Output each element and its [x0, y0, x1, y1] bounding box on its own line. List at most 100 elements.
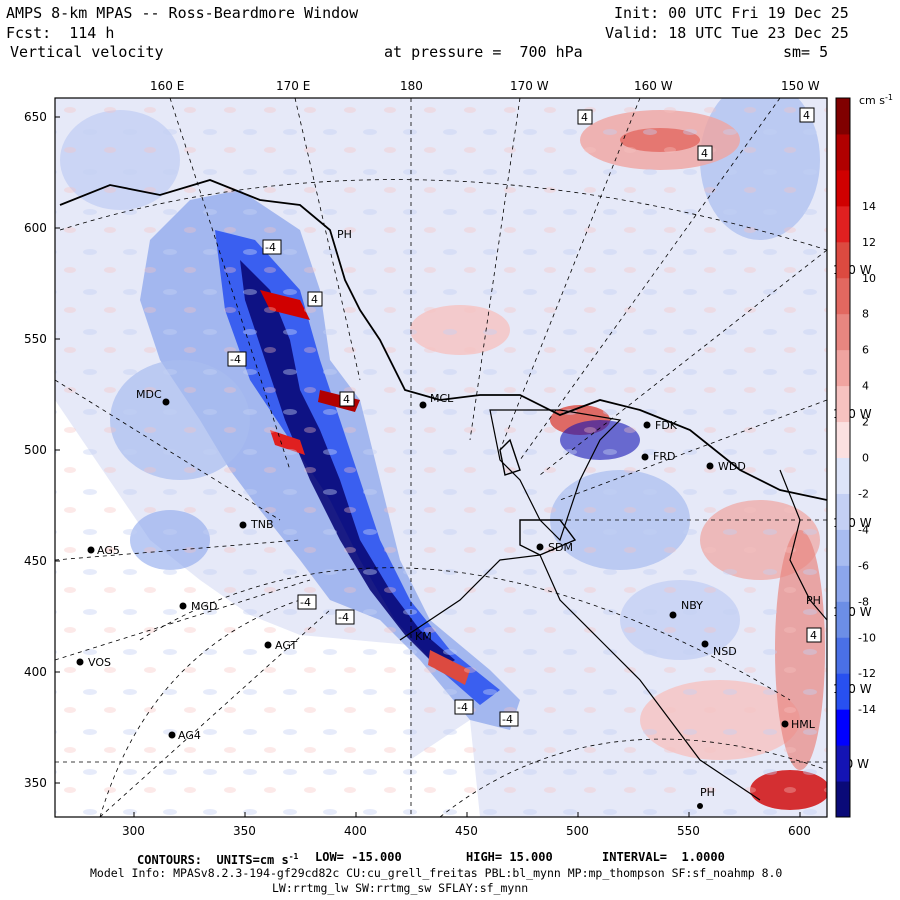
colorbar-label: -2 [858, 487, 869, 500]
field-name: Vertical velocity [10, 43, 164, 61]
lon-label-top: 170 W [510, 79, 549, 93]
contour-label: 4 [701, 147, 708, 160]
colorbar-labels: 14 12 10 8 6 4 2 0 -2 -4 -6 -8 -10 -12 -14 [858, 200, 876, 716]
pressure-level: at pressure = 700 hPa [384, 43, 583, 61]
station-label: MDC [136, 388, 162, 401]
lon-label-top: 170 E [276, 79, 310, 93]
contour-label: 4 [343, 393, 350, 406]
station-label: TNB [250, 518, 274, 531]
colorbar-swatch [836, 673, 850, 710]
station-label: NBY [681, 599, 703, 612]
station-label: WDD [718, 460, 746, 473]
contour-label: 4 [311, 293, 318, 306]
colorbar-label: -10 [858, 631, 876, 644]
station-label: FDK [655, 419, 678, 432]
contour-label: -4 [338, 611, 349, 624]
contour-label: -4 [502, 713, 513, 726]
colorbar-swatch [836, 493, 850, 530]
contour-label: -4 [300, 596, 311, 609]
colorbar-swatch [836, 601, 850, 638]
station-label: PH [700, 786, 715, 799]
colorbar-swatch [836, 529, 850, 566]
contour-labels: 4 4 -4 -4 -4 -4 -4 -4 4 4 4 4 [227, 107, 822, 727]
map-title: AMPS 8-km MPAS -- Ross-Beardmore Window [6, 4, 359, 22]
colorbar-swatch [836, 277, 850, 315]
contour-label: -4 [457, 701, 468, 714]
graticule [55, 98, 827, 817]
lon-label-top: 160 W [634, 79, 673, 93]
footer-low: LOW= -15.000 [315, 850, 402, 864]
colorbar-frame [835, 97, 851, 818]
colorbar-label: -12 [858, 667, 876, 680]
colorbar-label: -14 [858, 703, 876, 716]
station-label: SDM [548, 541, 573, 554]
colorbar-units: cm s-1 [859, 93, 893, 107]
y-axis-label: 500 [24, 443, 47, 457]
station-label: PH [806, 594, 821, 607]
footer-model-info2: LW:rrtmg_lw SW:rrtmg_sw SFLAY:sf_mynn [272, 881, 529, 895]
map-plot-area [55, 98, 827, 817]
colorbar-swatch [836, 421, 850, 458]
colorbar-swatch [836, 637, 850, 674]
colorbar-label: -4 [858, 523, 869, 536]
colorbar-swatch [836, 205, 850, 243]
contour-label: -4 [265, 241, 276, 254]
colorbar-swatch [836, 385, 850, 423]
colorbar-swatch [836, 349, 850, 387]
x-axis-label: 500 [566, 824, 589, 838]
init-time: Init: 00 UTC Fri 19 Dec 25 [614, 4, 849, 22]
colorbar-label: 2 [862, 416, 869, 429]
contour-label: 4 [581, 111, 588, 124]
colorbar-label: -8 [858, 595, 869, 608]
colorbar-swatch [836, 241, 850, 279]
colorbar-label: 12 [862, 236, 876, 249]
colorbar-swatch [836, 709, 850, 746]
x-axis-label: 300 [122, 824, 145, 838]
y-axis-label: 450 [24, 554, 47, 568]
valid-time: Valid: 18 UTC Tue 23 Dec 25 [605, 24, 849, 42]
colorbar-swatch [836, 133, 850, 171]
stations: MDC MCL FDK FRD WDD TNB AG5 MGD AGT VOS … [76, 228, 821, 809]
x-axis-label: 450 [455, 824, 478, 838]
footer-model-info: Model Info: MPASv8.2.3-194-gf29cd82c CU:… [90, 866, 783, 880]
y-axis-label: 350 [24, 776, 47, 790]
forecast-hour: Fcst: 114 h [6, 24, 115, 42]
lon-label-top: 180 [400, 79, 423, 93]
x-axis-label: 350 [233, 824, 256, 838]
colorbar-label: -6 [858, 559, 869, 572]
station-label: AG4 [178, 729, 201, 742]
colorbar-swatch [836, 457, 850, 494]
contour-label: 4 [803, 109, 810, 122]
station-label: AGT [275, 639, 297, 652]
x-axis-label: 400 [344, 824, 367, 838]
lon-label-top: 150 W [781, 79, 820, 93]
colorbar-label: 0 [862, 452, 869, 465]
footer-high: HIGH= 15.000 [466, 850, 553, 864]
colorbar-swatch [836, 745, 850, 782]
y-axis-label: 650 [24, 110, 47, 124]
colorbar-swatch [836, 313, 850, 351]
colorbar-label: 6 [862, 344, 869, 357]
contour-label: 4 [810, 629, 817, 642]
station-label: HML [791, 718, 816, 731]
colorbar-swatch [836, 169, 850, 207]
colorbar-label: 8 [862, 308, 869, 321]
y-axis-label: 400 [24, 665, 47, 679]
smoothing: sm= 5 [783, 43, 829, 61]
coastline [59, 179, 827, 501]
station-label: NSD [713, 645, 737, 658]
y-axis-label: 550 [24, 332, 47, 346]
station-label: KM [415, 630, 432, 643]
station-label: VOS [88, 656, 111, 669]
plot-frame [54, 97, 828, 818]
colorbar-swatch [836, 98, 850, 135]
colorbar-label: 10 [862, 272, 876, 285]
colorbar [835, 97, 851, 818]
station-label: FRD [653, 450, 675, 463]
station-label: AG5 [97, 544, 120, 557]
lon-label-top: 160 E [150, 79, 184, 93]
station-label: PH [337, 228, 352, 241]
contour-label: -4 [230, 353, 241, 366]
footer-interval: INTERVAL= 1.0000 [602, 850, 725, 864]
colorbar-swatch [836, 781, 850, 818]
